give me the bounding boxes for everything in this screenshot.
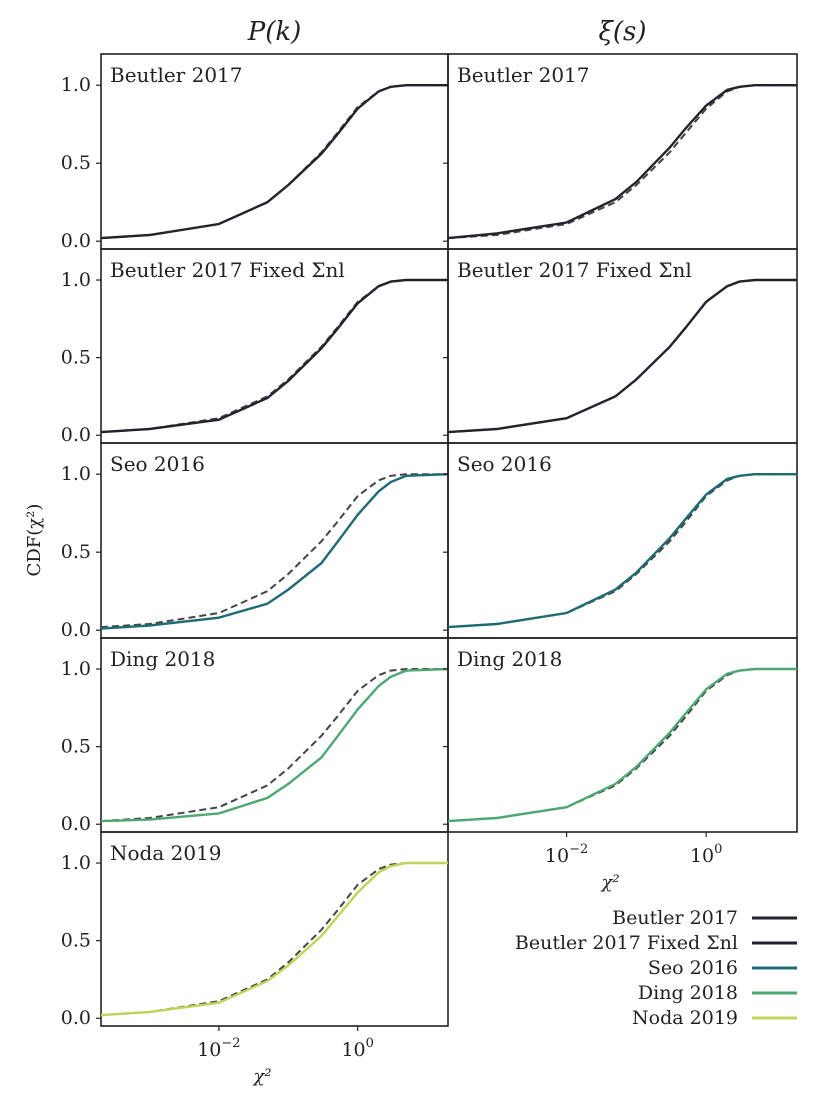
panel-label: Beutler 2017 (110, 63, 243, 87)
y-tick-label: 0.0 (61, 1007, 91, 1029)
series-line (448, 278, 797, 434)
reference-line (448, 473, 797, 629)
x-tick-label: 100 (341, 1036, 373, 1061)
panel-5: 0.0 0.5 1.0 Seo 2016 (61, 442, 449, 641)
y-tick-label: 0.0 (61, 230, 91, 252)
panel-label: Seo 2016 (110, 452, 205, 476)
x-axis-title: χ² (599, 872, 619, 893)
y-tick-label: 0.5 (61, 541, 91, 563)
panel-1: 0.0 0.5 1.0 Beutler 2017 (61, 53, 449, 252)
reference-line (101, 84, 448, 240)
panel-label: Ding 2018 (457, 647, 562, 671)
legend-label: Beutler 2017 (612, 907, 738, 929)
panel-2: Beutler 2017 (443, 53, 798, 250)
y-tick-label: 0.5 (61, 347, 91, 369)
y-axis-title: CDF(χ²) (24, 504, 45, 577)
panel-4: Beutler 2017 Fixed Σnl (443, 248, 798, 444)
column-title-1: P(k) (247, 17, 302, 47)
series-line (101, 667, 448, 823)
y-tick-label: 0.0 (61, 619, 91, 641)
panel-7: 0.0 0.5 1.0 Ding 2018 (61, 637, 449, 835)
reference-line (448, 668, 797, 823)
y-tick-label: 1.0 (61, 463, 91, 485)
panel-label: Ding 2018 (110, 647, 215, 671)
y-tick-label: 1.0 (61, 74, 91, 96)
panel-3: 0.0 0.5 1.0 Beutler 2017 Fixed Σnl (61, 248, 449, 446)
y-tick-label: 1.0 (61, 658, 91, 680)
reference-line (101, 279, 448, 434)
panel-label: Noda 2019 (110, 841, 222, 865)
x-tick-label: 10−2 (197, 1036, 240, 1061)
panel-label: Beutler 2017 Fixed Σnl (110, 258, 345, 282)
y-tick-label: 0.5 (61, 930, 91, 952)
reference-line (101, 473, 448, 629)
reference-line (448, 84, 797, 240)
x-axis-title: χ² (251, 1066, 271, 1087)
series-line (101, 278, 448, 434)
panel-frame (100, 831, 449, 1027)
reference-line (101, 668, 448, 823)
y-tick-label: 1.0 (61, 852, 91, 874)
legend: Beutler 2017 Beutler 2017 Fixed Σnl Seo 20… (515, 907, 797, 1029)
legend-label: Beutler 2017 Fixed Σnl (515, 932, 738, 954)
series-line (101, 473, 448, 630)
y-tick-label: 0.0 (61, 813, 91, 835)
legend-label: Noda 2019 (632, 1007, 738, 1029)
x-tick-label: 100 (690, 842, 722, 867)
panel-label: Seo 2016 (457, 452, 552, 476)
series-line (101, 861, 448, 1017)
panel-label: Beutler 2017 Fixed Σnl (457, 258, 692, 282)
y-tick-label: 1.0 (61, 269, 91, 291)
series-line (448, 473, 797, 629)
y-tick-label: 0.5 (61, 736, 91, 758)
y-tick-label: 0.0 (61, 424, 91, 446)
y-tick-label: 0.5 (61, 152, 91, 174)
series-line (448, 84, 797, 240)
legend-label: Ding 2018 (638, 982, 738, 1004)
series-line (448, 667, 797, 823)
panel-8: 10−2 100 χ² Ding 2018 (443, 637, 798, 893)
column-title-2: ξ(s) (599, 17, 647, 47)
legend-label: Seo 2016 (648, 957, 738, 979)
series-line (101, 84, 448, 240)
x-tick-label: 10−2 (545, 842, 588, 867)
panel-9: 0.0 0.5 1.0 10−2 100 χ² Noda 2019 (61, 831, 449, 1087)
reference-line (101, 862, 448, 1017)
panel-label: Beutler 2017 (457, 63, 590, 87)
panel-6: Seo 2016 (443, 442, 798, 639)
panel-frame (447, 637, 798, 833)
reference-line (448, 279, 797, 434)
